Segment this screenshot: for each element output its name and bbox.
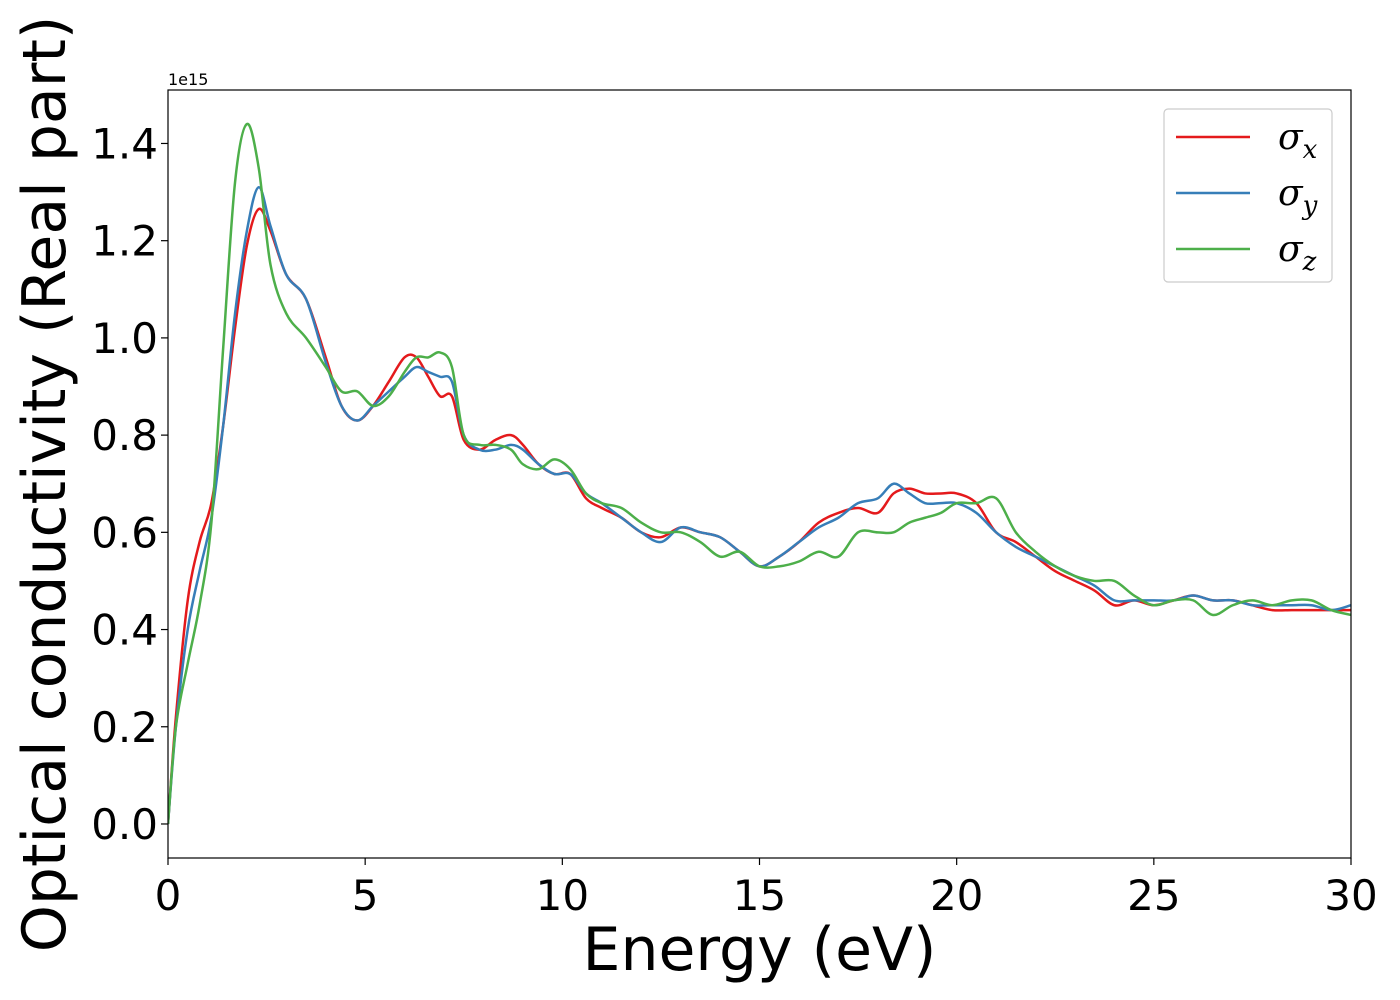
x-tick-label: 10 (536, 871, 589, 920)
y-tick-label: 0.2 (91, 703, 158, 752)
y-tick-label: 0.8 (91, 411, 158, 460)
y-tick-label: 0.4 (91, 606, 158, 655)
x-tick-label: 5 (352, 871, 379, 920)
y-tick-label: 1.4 (91, 119, 158, 168)
series-line-sigma-z (168, 122, 1351, 825)
y-tick-label: 0.6 (91, 508, 158, 557)
x-tick-label: 30 (1324, 871, 1377, 920)
x-tick-label: 25 (1127, 871, 1180, 920)
x-tick-label: 20 (930, 871, 983, 920)
series-line-sigma-y (168, 185, 1351, 825)
y-tick-label: 1.0 (91, 314, 158, 363)
x-tick-label: 0 (155, 871, 182, 920)
y-axis-ticks: 0.0 0.2 0.4 0.6 0.8 1.0 1.2 1.4 (91, 119, 168, 849)
y-axis-offset-label: 1e15 (168, 70, 208, 89)
x-axis-ticks: 0 5 10 15 20 25 30 (155, 858, 1378, 920)
series-layer (168, 122, 1351, 825)
y-axis-title: Optical conductivity (Real part) (10, 16, 80, 953)
legend-box (1163, 108, 1333, 283)
y-tick-label: 0.0 (91, 800, 158, 849)
x-tick-label: 15 (733, 871, 786, 920)
x-axis-title: Energy (eV) (583, 915, 937, 985)
y-tick-label: 1.2 (91, 217, 158, 266)
